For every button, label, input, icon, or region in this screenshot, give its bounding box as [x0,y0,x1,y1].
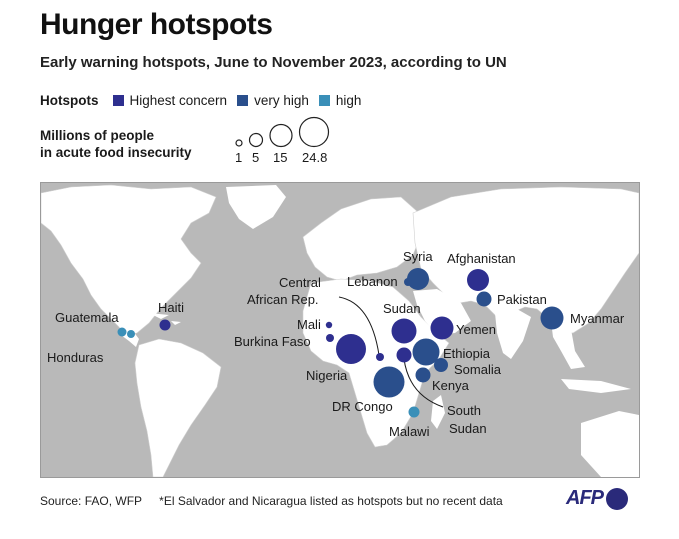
hotspot-malawi [408,406,420,418]
size-legend-circles: 1 5 15 24.8 [235,116,330,165]
label-south-sudan-line1: South [447,403,481,418]
hotspot-sudan [391,318,417,344]
footer: Source: FAO, WFP *El Salvador and Nicara… [40,494,503,508]
size-legend-line2: in acute food insecurity [40,145,192,160]
hotspot-nigeria [336,334,366,364]
label-honduras: Honduras [47,350,104,365]
land-europe [302,196,422,282]
chart-subtitle: Early warning hotspots, June to November… [40,54,507,71]
chart-title: Hunger hotspots [40,8,273,41]
land-india [495,309,531,359]
label-car-line1: Central [279,275,321,290]
label-haiti: Haiti [158,300,184,315]
label-afghanistan: Afghanistan [447,251,516,266]
size-circle-5 [248,132,264,148]
hotspot-kenya [415,367,431,383]
land-se-asia [551,321,585,369]
legend-label-high: high [335,93,362,108]
size-circle-15 [269,123,293,148]
color-legend: Hotspots Highest concern very high high [40,93,361,108]
hotspot-ethiopia [412,338,440,366]
land-arabia [413,289,471,335]
size-value-5: 5 [252,150,259,165]
label-yemen: Yemen [456,322,496,337]
hotspot-south-sudan [396,347,412,363]
legend-swatch-highest [112,95,124,106]
south-sudan-connector-line [403,358,444,408]
afp-logo-dot [606,487,628,510]
size-circle-24-8 [298,116,330,148]
label-dr-congo: DR Congo [332,399,393,414]
label-malawi: Malawi [389,424,430,439]
size-circle-1 [235,139,243,147]
label-mali: Mali [297,317,321,332]
hotspot-haiti [159,319,171,331]
hotspot-syria [407,268,429,290]
hotspot-dr-congo [373,366,405,398]
hotspot-afghanistan [467,269,489,291]
land-africa [302,278,450,448]
label-myanmar: Myanmar [570,311,625,326]
hotspot-pakistan [476,291,492,307]
label-south-sudan-line2: Sudan [449,421,487,436]
afp-logo-text: AFP [566,487,604,509]
land-caribbean [149,313,181,325]
hotspot-central-african-rep [376,353,384,361]
label-syria: Syria [403,249,433,264]
label-kenya: Kenya [432,378,470,393]
hotspot-lebanon [404,278,412,286]
hotspot-yemen [430,316,454,340]
land-greenland [226,185,286,229]
label-ethiopia: Ethiopia [443,346,491,361]
size-legend-title: Millions of people in acute food insecur… [40,127,192,161]
label-sudan: Sudan [383,301,421,316]
hotspot-honduras [127,330,135,338]
map-svg: Syria Afghanistan Lebanon Pakistan Centr… [41,184,639,477]
size-value-24-8: 24.8 [302,150,327,165]
label-pakistan: Pakistan [497,292,547,307]
land-madagascar [431,395,445,429]
size-value-15: 15 [273,150,287,165]
label-nigeria: Nigeria [306,368,348,383]
size-legend-line1: Millions of people [40,128,154,143]
land-indonesia [561,379,631,393]
label-guatemala: Guatemala [55,310,119,325]
hotspot-myanmar [540,306,564,330]
hotspot-mali [325,321,333,329]
legend-title: Hotspots [40,93,99,108]
footnote-text: *El Salvador and Nicaragua listed as hot… [159,494,503,508]
hotspot-somalia [434,358,448,372]
afp-logo: AFP [566,487,628,510]
legend-swatch-high [318,95,330,106]
size-value-1: 1 [235,150,242,165]
label-burkina-faso: Burkina Faso [234,334,311,349]
land-north-america [41,184,217,336]
legend-swatch-very-high [237,95,249,106]
hotspot-guatemala [117,327,127,337]
car-connector-line [338,296,380,356]
label-lebanon: Lebanon [347,274,398,289]
label-somalia: Somalia [454,362,502,377]
land-australia [581,411,639,477]
hotspot-burkina-faso [326,334,334,342]
legend-label-highest: Highest concern [129,93,228,108]
land-south-america [134,338,222,477]
legend-label-very-high: very high [254,93,309,108]
source-text: Source: FAO, WFP [40,494,142,508]
world-map: Syria Afghanistan Lebanon Pakistan Centr… [40,182,640,478]
label-car-line2: African Rep. [247,292,319,307]
